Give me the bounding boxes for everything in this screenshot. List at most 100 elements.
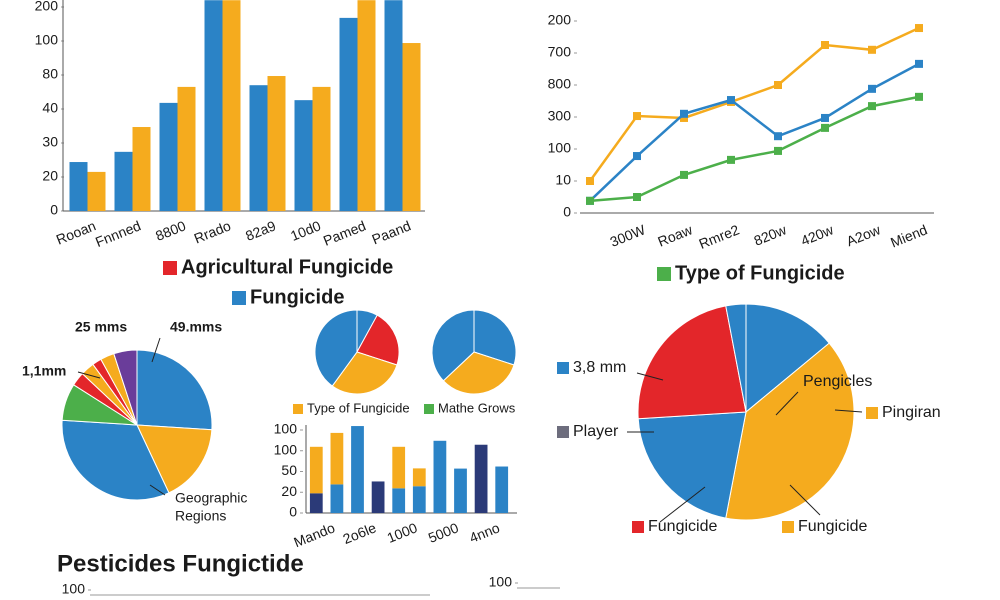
legend-label: Fungicide (798, 518, 867, 535)
x-tick-label: 420w (798, 221, 836, 249)
legend-label: Fungicide (250, 286, 344, 308)
bar-segment (392, 488, 406, 513)
legend-marker (163, 261, 177, 275)
point (774, 132, 782, 141)
x-tick-label: Miend (888, 221, 929, 250)
y-tick-label: 20 (281, 483, 297, 499)
legend-label: Type of Fungicide (675, 262, 845, 284)
bar-segment (392, 446, 406, 489)
y-tick-label: 0 (289, 504, 297, 520)
pie-slice (136, 349, 213, 431)
x-tick-label: 300W (608, 221, 649, 250)
pie-slice (473, 309, 517, 366)
point (633, 152, 641, 161)
bar (222, 0, 241, 212)
point (727, 155, 735, 164)
y-tick-label: 30 (42, 134, 58, 150)
bar (132, 127, 151, 211)
bar-segment (495, 466, 509, 513)
leader-line (834, 409, 863, 413)
pie-slice (431, 309, 475, 382)
leader-line (636, 372, 664, 381)
bar (267, 76, 286, 212)
legend-marker (557, 362, 569, 374)
bar-segment (330, 432, 344, 485)
point (680, 170, 688, 179)
bar-segment (412, 468, 426, 487)
bar-segment (412, 486, 426, 513)
y-tick-label: 0 (50, 202, 58, 218)
bar-segment (330, 484, 344, 513)
y-tick-label: 100 (274, 441, 298, 457)
point (868, 102, 876, 111)
point (633, 193, 641, 201)
legend-label: Pingiran (882, 404, 941, 421)
x-tick-label: Paand (369, 217, 413, 247)
y-tick-label: 200 (35, 0, 59, 14)
bar (114, 151, 133, 211)
x-tick-label: Pamed (321, 217, 368, 248)
annotation: 1,1mm (22, 363, 66, 379)
legend-label: Agricultural Fungicide (181, 256, 393, 278)
pie-slice (113, 349, 138, 426)
point (868, 84, 876, 93)
annotation: 25 mms (75, 319, 127, 335)
y-tick-label: 300 (548, 108, 572, 124)
pie-slice (637, 411, 747, 519)
legend-marker (232, 291, 246, 305)
y-tick-label: 100 (35, 32, 59, 48)
pie-slice (442, 351, 515, 395)
bar-segment (309, 493, 323, 513)
bar (159, 102, 178, 211)
y-tick-label: 100 (548, 140, 572, 156)
pie-slice (725, 303, 747, 413)
leader-line (151, 337, 161, 363)
legend-label: Pengicles (803, 373, 872, 390)
pie-slice (331, 351, 398, 395)
series-line (589, 95, 920, 203)
bar (357, 0, 376, 212)
annotation: Regions (175, 508, 226, 524)
legend-marker (557, 426, 569, 438)
leader-line (775, 391, 799, 416)
series-line (589, 62, 920, 202)
leader-line (659, 486, 706, 523)
y-tick-label: 40 (42, 100, 58, 116)
x-tick-label: 82a9 (243, 217, 278, 244)
leader-line (77, 371, 101, 379)
bar (294, 100, 313, 211)
bar (204, 0, 223, 212)
legend-marker (866, 407, 878, 419)
point (727, 96, 735, 105)
point (680, 109, 688, 118)
x-tick-label: Mando (291, 519, 337, 550)
legend-label: Fungicide (648, 518, 717, 535)
y-tick-label: 700 (548, 44, 572, 60)
bar-segment (454, 468, 467, 513)
point (915, 59, 923, 68)
y-tick-label: 100 (489, 574, 513, 590)
legend-label: Type of Fungicide (307, 400, 410, 415)
legend-marker (293, 404, 303, 414)
leader-line (149, 484, 166, 496)
bar-segment (351, 426, 364, 513)
leader-line (789, 484, 821, 516)
x-tick-label: 8800 (153, 217, 188, 244)
y-tick-label: 0 (563, 204, 571, 220)
point (821, 41, 829, 49)
bar (402, 43, 421, 211)
x-tick-label: 10d0 (288, 217, 323, 244)
x-tick-label: 5000 (426, 519, 461, 546)
y-tick-label: 50 (281, 462, 297, 478)
pie-slice (314, 309, 358, 387)
legend-label: Mathe Grows (438, 400, 516, 415)
x-tick-label: 820w (751, 221, 789, 249)
y-tick-label: 800 (548, 76, 572, 92)
x-tick-label: Rmre2 (697, 221, 742, 252)
series-line (588, 26, 920, 182)
pie-slice (725, 342, 855, 521)
section-title: Pesticides Fungictide (57, 550, 304, 577)
x-tick-label: Rooan (54, 217, 98, 247)
y-tick-label: 100 (274, 421, 298, 437)
